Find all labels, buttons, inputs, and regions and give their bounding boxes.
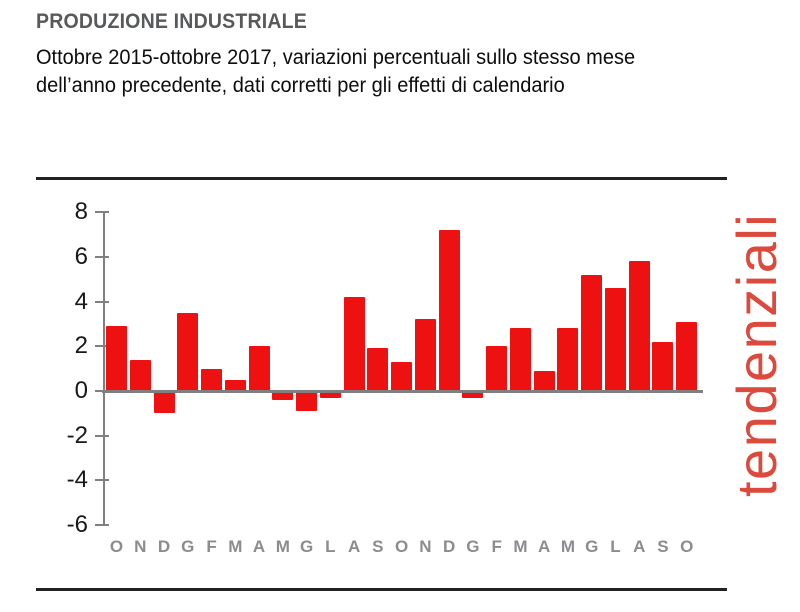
- bar: [533, 370, 555, 391]
- bar: [224, 379, 246, 391]
- y-axis-tick-label: 4: [74, 287, 88, 315]
- y-axis-tick: [95, 211, 109, 214]
- y-axis-tick-label: 6: [74, 242, 88, 270]
- y-axis-tick: [95, 524, 109, 527]
- y-axis-tick: [95, 255, 109, 258]
- bar: [319, 391, 341, 398]
- bar: [129, 359, 151, 391]
- bar: [628, 261, 650, 391]
- y-axis-tick: [95, 345, 109, 348]
- x-axis-label: G: [466, 537, 480, 556]
- bar: [676, 321, 698, 391]
- bar: [486, 346, 508, 391]
- y-axis-tick-label: -4: [66, 466, 88, 494]
- bar: [106, 326, 127, 391]
- subtitle-line-1: Ottobre 2015-ottobre 2017, variazioni pe…: [36, 45, 636, 69]
- y-axis-tick-label: 2: [74, 332, 88, 360]
- y-axis-tick: [95, 479, 109, 482]
- x-axis-label: S: [372, 537, 384, 556]
- x-axis-label: G: [585, 537, 599, 556]
- bottom-divider-rule: [36, 588, 727, 591]
- bar: [438, 229, 460, 391]
- x-axis-label: L: [610, 537, 621, 556]
- x-axis-label: N: [419, 537, 432, 556]
- y-axis-tick: [95, 300, 109, 303]
- bar: [462, 391, 484, 398]
- x-axis-label: O: [680, 537, 694, 556]
- x-axis-label: A: [538, 537, 551, 556]
- x-axis-label: M: [513, 537, 528, 556]
- x-axis-label: D: [157, 537, 171, 556]
- bar: [509, 328, 531, 391]
- bar: [367, 348, 389, 391]
- bar: [557, 328, 579, 391]
- bar: [201, 368, 223, 391]
- x-axis-label: A: [252, 537, 266, 556]
- zero-baseline: [102, 389, 703, 393]
- x-axis-label: S: [657, 537, 669, 556]
- bar: [153, 391, 175, 414]
- chart-header: PRODUZIONE INDUSTRIALE Ottobre 2015-otto…: [36, 10, 706, 99]
- x-axis-label: M: [275, 537, 290, 556]
- x-axis-label: L: [325, 537, 336, 556]
- bar: [652, 341, 674, 391]
- x-axis-label: D: [442, 537, 456, 556]
- y-axis-tick: [95, 434, 109, 437]
- bar: [414, 319, 436, 391]
- x-axis-label: G: [299, 537, 314, 556]
- bar: [391, 361, 413, 391]
- y-axis-tick-label: 0: [74, 377, 88, 404]
- bar: [248, 346, 270, 391]
- page-title: PRODUZIONE INDUSTRIALE: [36, 10, 308, 33]
- x-axis-label: F: [206, 537, 217, 556]
- bar: [604, 288, 626, 391]
- side-label-tendenziali: tendenziali: [725, 212, 788, 497]
- y-axis-tick-label: -2: [66, 421, 88, 449]
- x-axis-label: A: [633, 537, 646, 556]
- x-axis-label: N: [134, 537, 147, 556]
- x-axis-label: M: [228, 537, 243, 556]
- bar: [296, 391, 318, 412]
- bar: [343, 297, 365, 391]
- bar: [272, 391, 294, 400]
- x-axis-label: G: [181, 537, 195, 556]
- top-divider-rule: [36, 177, 727, 180]
- x-axis-label: F: [491, 537, 502, 556]
- y-axis-tick-label: -6: [66, 511, 88, 539]
- subtitle-line-2: dell’anno precedente, dati corretti per …: [36, 73, 565, 97]
- x-axis-label: O: [394, 537, 409, 556]
- y-axis-line: [102, 212, 105, 526]
- bar: [581, 274, 603, 391]
- y-axis-tick-label: 8: [74, 198, 88, 226]
- bar: [177, 312, 199, 391]
- x-axis-label: A: [347, 537, 361, 556]
- x-axis-label: O: [109, 537, 124, 556]
- x-axis-label: M: [560, 537, 575, 556]
